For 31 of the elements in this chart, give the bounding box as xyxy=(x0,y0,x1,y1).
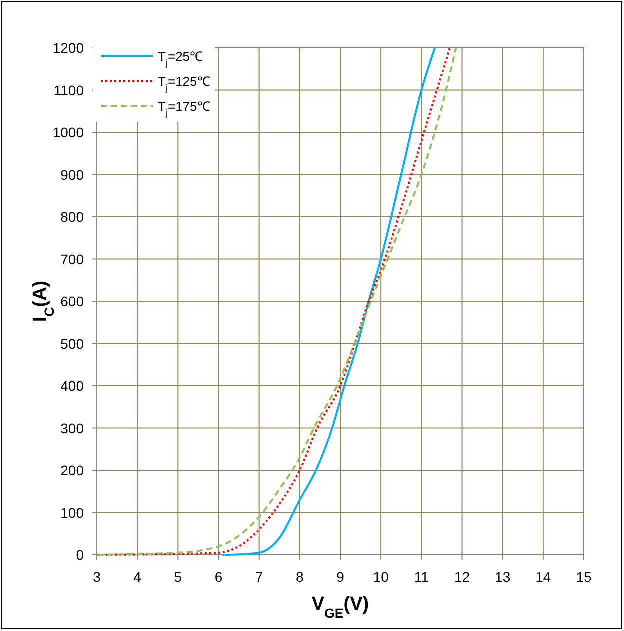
y-tick-label: 900 xyxy=(60,166,84,183)
y-tick-label: 1200 xyxy=(52,40,84,56)
x-tick-label: 8 xyxy=(296,569,304,585)
legend-label: T$_{j}$=125℃ xyxy=(158,74,210,93)
y-tick-label: 500 xyxy=(60,336,84,352)
y-tick-label: 0 xyxy=(76,547,84,563)
y-tick-label: 400 xyxy=(60,378,84,394)
y-tick-label: 100 xyxy=(60,504,84,521)
y-tick-label: 200 xyxy=(60,462,84,478)
y-tick-label: 600 xyxy=(60,294,84,310)
x-tick-label: 3 xyxy=(93,569,102,585)
x-tick-label: 13 xyxy=(495,569,511,585)
legend-label: T$_{j}$=25℃ xyxy=(158,49,204,68)
y-tick-label: 1100 xyxy=(54,82,84,98)
x-tick-label: 6 xyxy=(214,569,223,585)
x-tick-label: 9 xyxy=(336,569,345,585)
x-tick-label: 7 xyxy=(255,569,264,585)
line-series xyxy=(222,47,436,556)
x-tick-label: 5 xyxy=(174,569,182,585)
x-axis-title: V$_{GE}$(V) xyxy=(312,594,370,620)
x-tick-label: 11 xyxy=(414,569,430,585)
x-tick-label: 14 xyxy=(536,569,552,585)
legend-label: T$_{j}$=175℃ xyxy=(158,99,210,118)
x-tick-label: 12 xyxy=(454,569,470,585)
y-tick-label: 300 xyxy=(60,420,84,436)
y-tick-label: 1000 xyxy=(52,124,84,140)
y-tick-label: 800 xyxy=(60,209,84,225)
x-tick-label: 10 xyxy=(373,569,390,585)
y-tick-label: 700 xyxy=(60,251,84,268)
x-tick-label: 4 xyxy=(134,569,142,585)
x-tick-label: 15 xyxy=(576,569,592,585)
